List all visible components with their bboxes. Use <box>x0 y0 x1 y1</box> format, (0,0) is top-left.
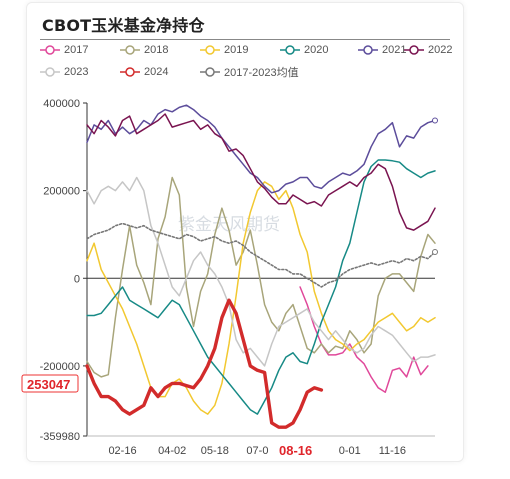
x-tick-label: 11-16 <box>379 445 406 457</box>
x-annotation: 08-16 <box>279 443 312 458</box>
legend-label: 2021 <box>382 44 407 56</box>
series-end-point <box>432 117 438 124</box>
watermark: 紫金天风期货 <box>178 215 280 235</box>
x-tick-label: 0-01 <box>339 445 361 457</box>
legend-label: 2020 <box>304 44 329 56</box>
x-tick-label: 02-16 <box>108 445 136 457</box>
series-line-2022[interactable] <box>86 113 436 231</box>
legend-marker-icon <box>200 67 220 77</box>
legend-label: 2022 <box>428 44 453 56</box>
legend-label: 2019 <box>224 44 249 56</box>
chart-axes: 400000 200000 0 -200000 -359980 02-16 04-02 05-… <box>40 98 435 457</box>
legend-item-avg[interactable]: 2017-2023均值 <box>200 62 299 82</box>
series-line-avg[interactable] <box>86 222 436 288</box>
y-tick-label: -359980 <box>40 431 80 443</box>
legend-item-2022[interactable]: 2022 <box>404 40 452 60</box>
x-tick-label: 04-02 <box>158 445 186 457</box>
legend-label: 2018 <box>144 44 169 56</box>
series-line-2023[interactable] <box>86 176 436 367</box>
legend-label: 2017-2023均值 <box>224 67 299 79</box>
chart-card <box>26 2 464 462</box>
legend-label: 2024 <box>144 66 169 78</box>
legend-item-2020[interactable]: 2020 <box>280 40 328 60</box>
legend-marker-icon <box>120 45 140 55</box>
series-end-point <box>432 248 438 255</box>
series-line-2019[interactable] <box>86 181 436 415</box>
series-line-2020[interactable] <box>86 159 436 415</box>
legend-item-2023[interactable]: 2023 <box>40 62 88 82</box>
legend-item-2019[interactable]: 2019 <box>200 40 248 60</box>
legend-label: 2023 <box>64 66 89 78</box>
legend-marker-icon <box>404 45 424 55</box>
legend-label: 2017 <box>64 44 89 56</box>
y-annotation-label: 253047 <box>27 377 70 392</box>
legend-item-2018[interactable]: 2018 <box>120 40 168 60</box>
series-line-2024[interactable] <box>85 298 324 429</box>
x-tick-label: 07-0 <box>246 445 268 457</box>
legend-item-2017[interactable]: 2017 <box>40 40 88 60</box>
series-layer <box>85 104 438 429</box>
y-tick-label: -200000 <box>40 361 80 373</box>
legend-marker-icon <box>120 67 140 77</box>
y-annotation-box <box>21 374 79 393</box>
legend-item-2024[interactable]: 2024 <box>120 62 168 82</box>
legend-marker-icon <box>280 45 300 55</box>
legend-marker-icon <box>358 45 378 55</box>
x-annotation-label: 08-16 <box>279 443 312 458</box>
y-annotation: 253047 <box>21 374 79 393</box>
title-divider <box>40 39 450 40</box>
chart-title: CBOT玉米基金净持仓 <box>42 16 205 35</box>
series-line-2018[interactable] <box>86 176 436 378</box>
series-line-2021[interactable] <box>86 104 436 194</box>
y-tick-label: 400000 <box>43 98 80 110</box>
x-tick-label: 05-18 <box>201 445 229 457</box>
y-tick-label: 0 <box>74 273 80 285</box>
y-tick-label: 200000 <box>43 186 80 198</box>
legend-marker-icon <box>40 45 60 55</box>
legend-marker-icon <box>40 67 60 77</box>
legend-marker-icon <box>200 45 220 55</box>
legend-item-2021[interactable]: 2021 <box>358 40 406 60</box>
